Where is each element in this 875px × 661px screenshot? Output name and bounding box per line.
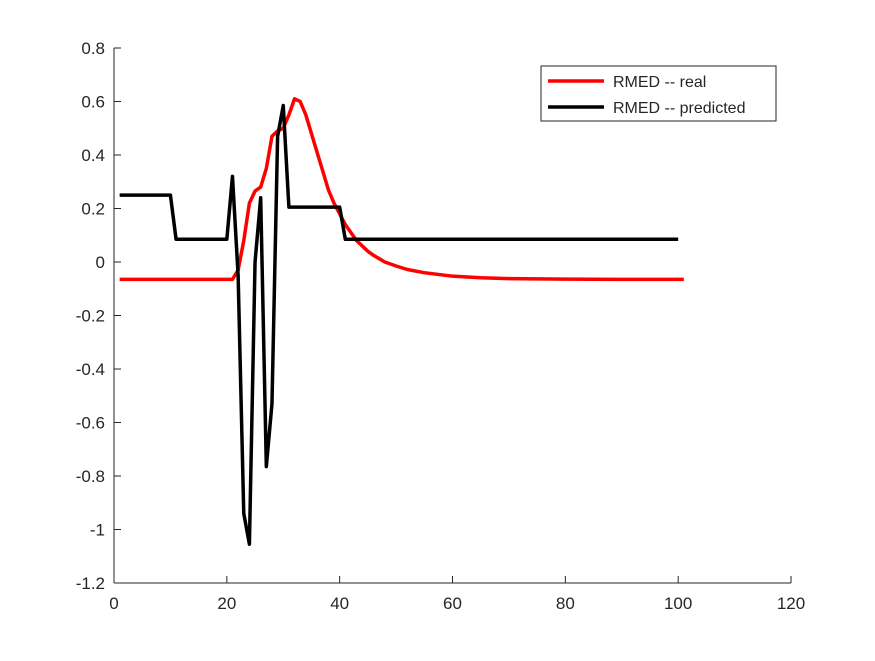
series-line-predicted bbox=[119, 103, 679, 546]
y-tick-label: 0.6 bbox=[81, 93, 105, 112]
y-tick-label: 0.4 bbox=[81, 146, 105, 165]
x-tick-label: 0 bbox=[109, 594, 118, 613]
legend-box bbox=[540, 65, 777, 122]
legend-label-real: RMED -- real bbox=[613, 74, 706, 91]
x-tick-label: 100 bbox=[664, 594, 692, 613]
plot-background bbox=[114, 48, 791, 583]
y-tick-label: 0.2 bbox=[81, 200, 105, 219]
x-tick-label: 40 bbox=[330, 594, 349, 613]
x-tick-label: 80 bbox=[556, 594, 575, 613]
y-tick-label: -0.6 bbox=[76, 414, 105, 433]
y-tick-label: 0.8 bbox=[81, 39, 105, 58]
axes: 0 20 40 60 80 100 120 -1.2 -1 -0.8 -0.6 -0.4 -0.2 0 0.… bbox=[76, 39, 805, 613]
legend-label-predicted: RMED -- predicted bbox=[613, 100, 745, 117]
y-tick-label: 0 bbox=[96, 253, 105, 272]
x-tick-label: 20 bbox=[217, 594, 236, 613]
y-tick-label: -1.2 bbox=[76, 574, 105, 593]
legend: RMED -- real RMED -- predicted bbox=[540, 65, 777, 122]
plot-area bbox=[114, 48, 791, 583]
series-layer bbox=[119, 97, 684, 546]
series-line-real bbox=[119, 97, 684, 282]
y-tick-label: -1 bbox=[90, 521, 105, 540]
x-tick-label: 60 bbox=[443, 594, 462, 613]
y-tick-label: -0.8 bbox=[76, 467, 105, 486]
y-tick-label: -0.4 bbox=[76, 360, 105, 379]
y-tick-label: -0.2 bbox=[76, 307, 105, 326]
x-tick-label: 120 bbox=[777, 594, 805, 613]
